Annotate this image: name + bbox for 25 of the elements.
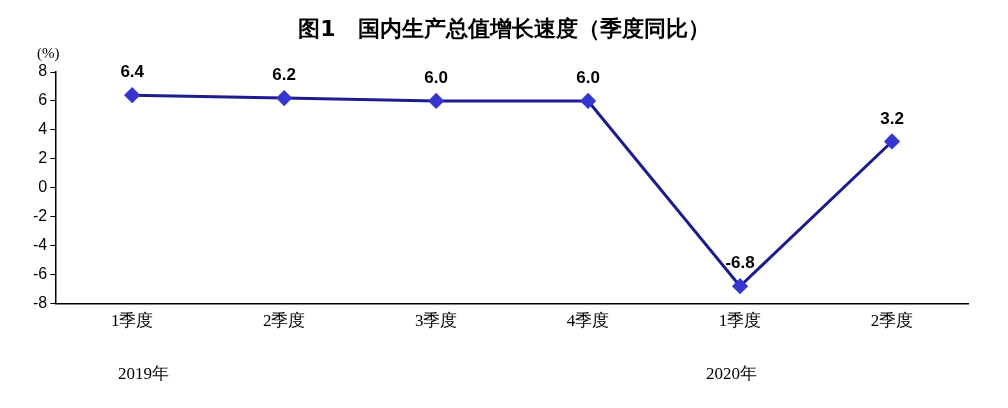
- text: 2020年: [706, 363, 757, 385]
- chart-title: 图1 国内生产总值增长速度（季度同比）: [297, 15, 711, 43]
- data-label: -6.8: [725, 253, 755, 273]
- y-tick-label: 6: [38, 91, 48, 109]
- x-tick-label: 2季度: [870, 311, 914, 331]
- text: 2019年: [118, 363, 169, 385]
- x-tick-label: 2季度: [262, 311, 306, 331]
- y-axis-title: (%): [36, 45, 60, 63]
- y-tick-label: -4: [32, 236, 48, 254]
- y-tick-label: 2: [38, 149, 48, 167]
- y-tick-label: 4: [38, 120, 48, 138]
- y-tick-label: -8: [32, 294, 48, 312]
- data-label: 6.0: [576, 68, 600, 88]
- data-label: 6.4: [120, 62, 145, 82]
- y-tick-label: -2: [32, 207, 48, 225]
- y-tick-label: -6: [32, 265, 48, 283]
- y-tick-label: 0: [38, 178, 48, 196]
- data-label: 3.2: [880, 108, 904, 128]
- x-tick-label: 3季度: [414, 311, 458, 331]
- x-tick-label: 1季度: [110, 311, 154, 331]
- data-label: 6.2: [272, 65, 296, 85]
- x-tick-label: 1季度: [718, 311, 762, 331]
- x-tick-label: 4季度: [566, 311, 610, 331]
- y-tick-label: 8: [38, 62, 48, 80]
- data-label: 6.0: [424, 68, 448, 88]
